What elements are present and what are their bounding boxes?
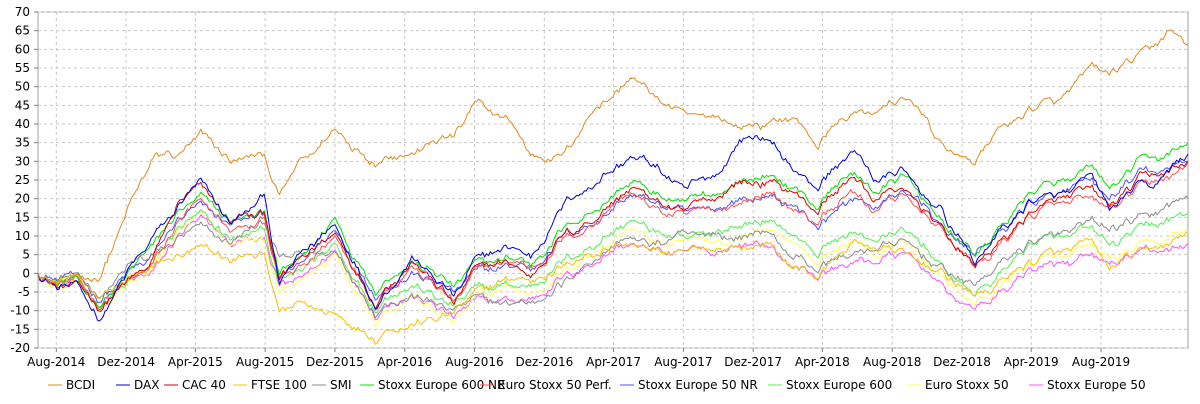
y-tick-label: -10 [10, 304, 30, 318]
legend-label: BCDI [66, 378, 95, 392]
y-tick-label: 60 [15, 42, 30, 56]
legend: BCDI DAX CAC 40 FTSE 100 SMI Stoxx Europe 600… [48, 378, 1146, 392]
legend-label: Euro Stoxx 50 [925, 378, 1009, 392]
y-tick-label: 25 [15, 173, 30, 187]
y-tick-label: 65 [15, 24, 30, 38]
y-tick-label: 0 [22, 266, 30, 280]
y-tick-label: 55 [15, 61, 30, 75]
series-line-ftse-100 [37, 231, 1189, 345]
series-line-euro-stoxx-50 [37, 209, 1189, 328]
x-tick-label: Apr-2019 [1004, 355, 1059, 369]
x-tick-label: Dez-2017 [724, 355, 782, 369]
x-tick-label: Apr-2017 [586, 355, 641, 369]
x-tick-label: Aug-2014 [27, 355, 85, 369]
y-tick-label: 15 [15, 210, 30, 224]
x-tick-label: Dez-2018 [933, 355, 991, 369]
x-tick-label: Dez-2014 [97, 355, 155, 369]
legend-label: CAC 40 [182, 378, 226, 392]
series-line-euro-stoxx-50-perf- [37, 161, 1189, 311]
y-tick-label: -20 [10, 341, 30, 355]
series-line-dax [37, 135, 1189, 322]
legend-label: SMI [330, 378, 352, 392]
x-tick-label: Aug-2015 [236, 355, 294, 369]
y-tick-label: 35 [15, 136, 30, 150]
legend-label: Euro Stoxx 50 Perf. [498, 378, 612, 392]
y-tick-label: -5 [18, 285, 30, 299]
plot-area [37, 11, 1189, 349]
x-tick-label: Apr-2016 [377, 355, 432, 369]
x-tick-label: Aug-2016 [445, 355, 503, 369]
legend-label: Stoxx Europe 50 [1047, 378, 1146, 392]
legend-label: DAX [134, 378, 159, 392]
x-tick-label: Aug-2018 [863, 355, 921, 369]
series-line-bcdi [37, 29, 1189, 288]
y-tick-label: 40 [15, 117, 30, 131]
legend-label: FTSE 100 [251, 378, 307, 392]
y-tick-label: 20 [15, 192, 30, 206]
y-tick-label: 45 [15, 98, 30, 112]
y-tick-label: 10 [15, 229, 30, 243]
axes: -20 -15 -10 -5 0 5 10 15 20 25 30 35 40 45 50 55 60 65 70 A… [10, 5, 1130, 369]
legend-label: Stoxx Europe 50 NR [638, 378, 758, 392]
y-tick-label: 70 [15, 5, 30, 19]
x-tick-label: Aug-2017 [654, 355, 712, 369]
series-lines [37, 29, 1189, 345]
x-tick-label: Dez-2015 [306, 355, 364, 369]
x-tick-label: Apr-2015 [168, 355, 223, 369]
legend-label: Stoxx Europe 600 NR [378, 378, 505, 392]
y-tick-label: 30 [15, 154, 30, 168]
series-line-stoxx-europe-600 [37, 209, 1189, 314]
y-tick-label: 50 [15, 80, 30, 94]
y-tick-label: -15 [10, 322, 30, 336]
x-tick-label: Dez-2016 [515, 355, 573, 369]
grid [37, 11, 1189, 349]
x-tick-label: Aug-2019 [1072, 355, 1130, 369]
legend-label: Stoxx Europe 600 [786, 378, 892, 392]
x-tick-label: Apr-2018 [795, 355, 850, 369]
y-tick-label: 5 [22, 248, 30, 262]
